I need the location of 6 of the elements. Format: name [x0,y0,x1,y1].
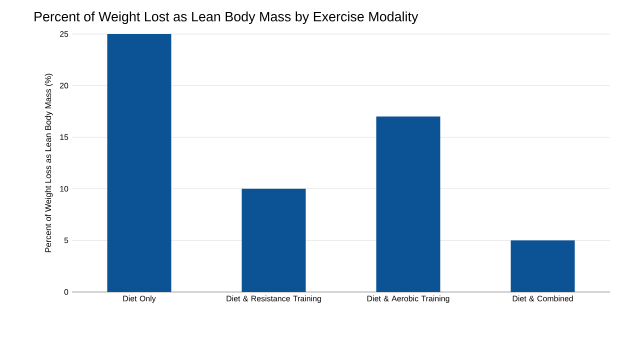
chart-title: Percent of Weight Lost as Lean Body Mass by Exercise Modality [34,12,418,24]
bar [107,34,172,292]
bar [242,188,306,292]
bar [376,116,440,292]
y-axis-title: Percent of Weight Loss as Lean Body Mass (%) [44,74,53,252]
bar [510,240,575,292]
